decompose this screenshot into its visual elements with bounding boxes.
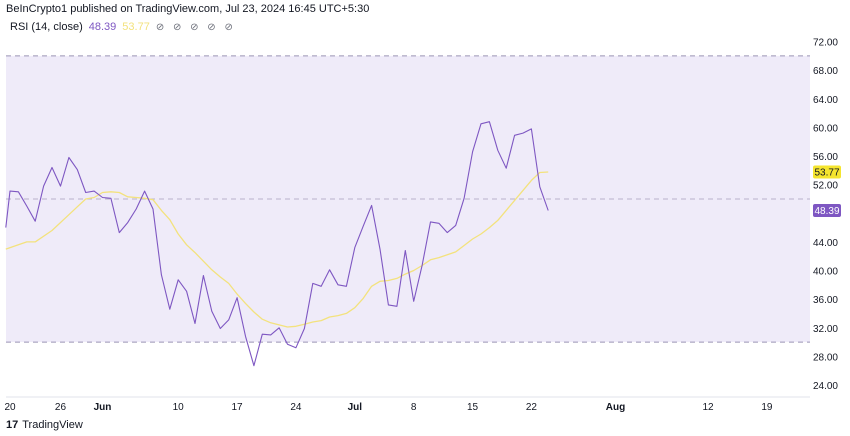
x-tick-label: 10 (173, 402, 185, 413)
x-tick-label: Jun (94, 402, 112, 413)
y-tick-label: 68.00 (813, 66, 838, 77)
y-axis: 24.00 28.00 32.00 36.00 40.00 44.00 52.00 56.00… (813, 38, 838, 392)
x-tick-label: 22 (526, 402, 538, 413)
x-tick-label: 15 (467, 402, 479, 413)
y-tick-label: 52.00 (813, 181, 838, 192)
y-tick-label: 72.00 (813, 38, 838, 49)
rsi-legend-value: 48.39 (88, 21, 117, 33)
tradingview-logo-icon[interactable]: 17 (6, 419, 19, 431)
x-tick-label: 12 (702, 402, 714, 413)
tradingview-footer: 17 TradingView (6, 419, 83, 431)
x-tick-label: Aug (606, 402, 625, 413)
ma-value-badge: 53.77 (813, 165, 841, 179)
rsi-value-badge: 48.39 (813, 203, 841, 217)
indicator-name[interactable]: RSI (14, close) (10, 21, 83, 33)
svg-text:48.39: 48.39 (814, 206, 839, 217)
y-tick-label: 32.00 (813, 324, 838, 335)
x-tick-label: 24 (290, 402, 302, 413)
price-badges: 53.77 48.39 (813, 165, 841, 217)
ma-line (5, 171, 549, 328)
y-tick-label: 64.00 (813, 95, 838, 106)
x-tick-label: Jul (348, 402, 363, 413)
y-tick-label: 36.00 (813, 295, 838, 306)
rsi-line (5, 121, 549, 367)
y-tick-label: 28.00 (813, 352, 838, 363)
x-tick-label: 19 (761, 402, 773, 413)
tradingview-brand[interactable]: TradingView (22, 419, 83, 431)
y-tick-label: 56.00 (813, 152, 838, 163)
visibility-icons[interactable]: ⊘ ⊘ ⊘ ⊘ ⊘ (155, 21, 236, 33)
publish-attribution: BeInCrypto1 published on TradingView.com… (6, 3, 370, 15)
y-tick-label: 40.00 (813, 267, 838, 278)
ma-legend-value: 53.77 (122, 21, 150, 33)
svg-text:53.77: 53.77 (814, 167, 839, 178)
indicator-legend: RSI (14, close) 48.39 53.77 ⊘ ⊘ ⊘ ⊘ ⊘ (10, 21, 236, 33)
x-tick-label: 17 (232, 402, 244, 413)
y-tick-label: 24.00 (813, 381, 838, 392)
x-tick-label: 20 (4, 402, 16, 413)
x-tick-label: 26 (55, 402, 67, 413)
x-tick-label: 8 (411, 402, 417, 413)
y-tick-label: 60.00 (813, 123, 838, 134)
y-tick-label: 44.00 (813, 238, 838, 249)
x-axis: 20 26 Jun 10 17 24 Jul 8 15 22 Aug 12 19 (4, 402, 772, 413)
